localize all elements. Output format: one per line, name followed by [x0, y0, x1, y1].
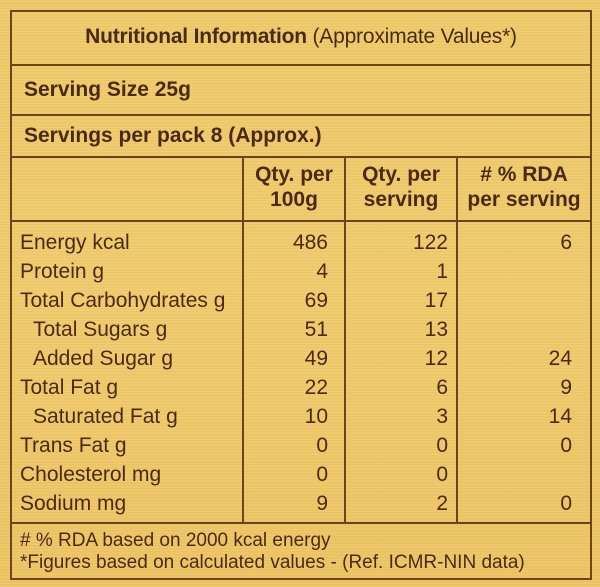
servings-per-pack-row: Servings per pack 8 (Approx.) — [12, 116, 590, 158]
table-row: Sodium mg 9 2 0 — [12, 489, 590, 518]
column-header-qty-100g: Qty. per 100g — [244, 162, 344, 212]
header-line: per serving — [467, 188, 581, 211]
value-rda: 0 — [560, 492, 572, 515]
table-row: Total Fat g 22 6 9 — [12, 373, 590, 402]
value-rda: 9 — [560, 376, 572, 399]
table-title-row: Nutritional Information (Approximate Val… — [12, 12, 590, 66]
servings-per-pack: Servings per pack 8 (Approx.) — [24, 124, 322, 147]
column-divider — [456, 158, 458, 524]
value-per-100g: 486 — [292, 231, 328, 254]
header-line: 100g — [270, 188, 318, 211]
table-row: Cholesterol mg 0 0 — [12, 460, 590, 489]
value-per-serving: 17 — [424, 289, 448, 312]
nutrition-table: Nutritional Information (Approximate Val… — [10, 10, 592, 580]
header-line: Qty. per — [362, 163, 440, 186]
value-per-100g: 0 — [316, 463, 328, 486]
value-per-serving: 0 — [436, 463, 448, 486]
nutrient-label: Total Sugars g — [33, 318, 168, 341]
table-row: Total Sugars g 51 13 — [12, 315, 590, 344]
column-header-qty-serving: Qty. per serving — [346, 162, 456, 212]
title-main: Nutritional Information — [85, 25, 307, 48]
footnotes: # % RDA based on 2000 kcal energy *Figur… — [20, 530, 525, 574]
column-header-row: Qty. per 100g Qty. per serving # % RDA p… — [12, 158, 590, 222]
table-row: Added Sugar g 49 12 24 — [12, 344, 590, 373]
nutrient-label: Trans Fat g — [20, 434, 127, 457]
header-line: # % RDA — [480, 163, 568, 186]
value-per-100g: 51 — [304, 318, 328, 341]
column-divider — [344, 158, 346, 524]
nutrient-label: Sodium mg — [20, 492, 127, 515]
table-row: Protein g 4 1 — [12, 257, 590, 286]
value-per-100g: 22 — [304, 376, 328, 399]
value-per-100g: 69 — [304, 289, 328, 312]
nutrient-label: Cholesterol mg — [20, 463, 162, 486]
footnote-rda: # % RDA based on 2000 kcal energy — [20, 530, 331, 551]
nutrient-label: Added Sugar g — [33, 347, 174, 370]
value-per-serving: 6 — [436, 376, 448, 399]
header-line: Qty. per — [255, 163, 333, 186]
value-rda: 24 — [548, 347, 572, 370]
nutrient-label: Saturated Fat g — [33, 405, 178, 428]
nutrient-rows-section: Energy kcal 486 122 6 Protein g 4 1 Total Carbo… — [12, 222, 590, 524]
value-per-serving: 0 — [436, 434, 448, 457]
value-rda: 14 — [548, 405, 572, 428]
serving-size-row: Serving Size 25g — [12, 66, 590, 116]
column-header-rda: # % RDA per serving — [458, 162, 590, 212]
value-per-100g: 0 — [316, 434, 328, 457]
nutrient-label: Protein g — [20, 260, 105, 283]
value-rda: 0 — [560, 434, 572, 457]
nutrient-label: Energy kcal — [20, 231, 130, 254]
footnote-source: *Figures based on calculated values - (R… — [20, 552, 525, 573]
table-row: Energy kcal 486 122 6 — [12, 228, 590, 257]
value-per-100g: 10 — [304, 405, 328, 428]
value-per-100g: 9 — [316, 492, 328, 515]
value-rda: 6 — [560, 231, 572, 254]
value-per-100g: 49 — [304, 347, 328, 370]
nutrient-label: Total Fat g — [20, 376, 119, 399]
value-per-serving: 1 — [436, 260, 448, 283]
footnote-section: # % RDA based on 2000 kcal energy *Figur… — [12, 524, 590, 580]
value-per-serving: 12 — [424, 347, 448, 370]
table-row: Trans Fat g 0 0 0 — [12, 431, 590, 460]
nutrient-list: Energy kcal 486 122 6 Protein g 4 1 Total Carbo… — [12, 228, 590, 518]
value-per-serving: 122 — [412, 231, 448, 254]
title-note: (Approximate Values*) — [312, 25, 518, 48]
value-per-serving: 13 — [424, 318, 448, 341]
value-per-serving: 3 — [436, 405, 448, 428]
column-divider — [242, 158, 244, 524]
header-line: serving — [363, 188, 439, 211]
table-title: Nutritional Information (Approximate Val… — [12, 25, 590, 49]
value-per-serving: 2 — [436, 492, 448, 515]
nutrient-label: Total Carbohydrates g — [20, 289, 226, 312]
serving-size: Serving Size 25g — [24, 78, 191, 101]
value-per-100g: 4 — [316, 260, 328, 283]
table-row: Saturated Fat g 10 3 14 — [12, 402, 590, 431]
table-row: Total Carbohydrates g 69 17 — [12, 286, 590, 315]
